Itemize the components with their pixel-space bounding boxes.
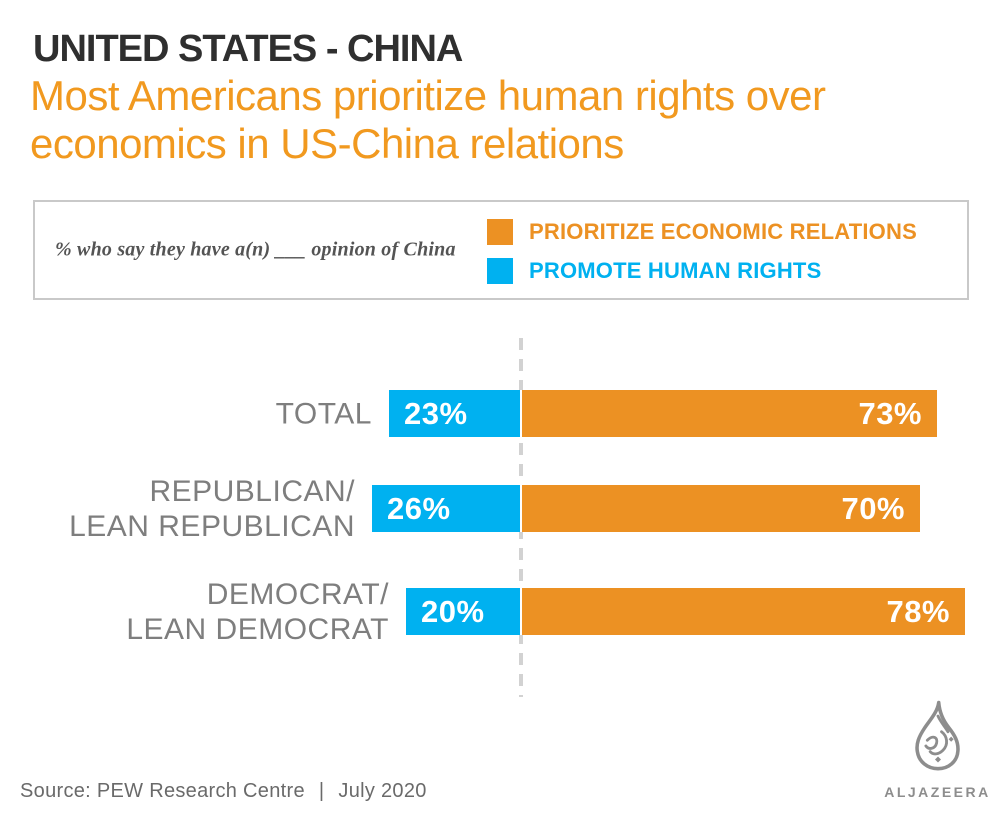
category-label: TOTAL (275, 397, 372, 430)
center-gap (518, 485, 524, 532)
center-gap (518, 390, 524, 437)
bar-human-rights: 26% (372, 485, 520, 532)
value-label-human-rights: 20% (421, 593, 485, 629)
value-label-human-rights: 23% (404, 395, 468, 431)
legend-item-human-rights: PROMOTE HUMAN RIGHTS (487, 258, 917, 284)
legend-items: PRIORITIZE ECONOMIC RELATIONS PROMOTE HU… (487, 219, 917, 284)
page-title: UNITED STATES - CHINA (33, 28, 463, 70)
aljazeera-flame-icon (906, 700, 970, 776)
chart-title: Most Americans prioritize human rights o… (30, 72, 826, 167)
bar-human-rights: 23% (389, 390, 520, 437)
source-text: Source: PEW Research Centre | July 2020 (20, 780, 427, 803)
legend-box: % who say they have a(n) ___ opinion of … (33, 200, 969, 300)
chart-row: DEMOCRAT/ LEAN DEMOCRAT 20% 78% (0, 578, 1000, 646)
value-label-human-rights: 26% (387, 490, 451, 526)
category-label: REPUBLICAN/ LEAN REPUBLICAN (69, 474, 355, 543)
legend-label-human-rights: PROMOTE HUMAN RIGHTS (529, 258, 822, 283)
bar-human-rights: 20% (406, 588, 520, 635)
chart-row: TOTAL 23% 73% (0, 390, 1000, 437)
aljazeera-logo: ALJAZEERA (880, 700, 995, 800)
legend-item-economic: PRIORITIZE ECONOMIC RELATIONS (487, 219, 917, 245)
category-label: DEMOCRAT/ LEAN DEMOCRAT (126, 577, 389, 646)
aljazeera-wordmark: ALJAZEERA (884, 784, 991, 800)
legend-question: % who say they have a(n) ___ opinion of … (55, 238, 456, 261)
source-date: July 2020 (338, 780, 427, 802)
legend-label-economic: PRIORITIZE ECONOMIC RELATIONS (529, 219, 917, 244)
value-label-economic: 73% (858, 395, 922, 431)
bar-economic-relations: 70% (522, 485, 920, 532)
value-label-economic: 78% (886, 593, 950, 629)
bar-economic-relations: 73% (522, 390, 937, 437)
bar-chart: TOTAL 23% 73% REPUBLICAN/ LEAN REPUBLICAN 26… (0, 338, 1000, 700)
center-gap (518, 588, 524, 635)
source-separator: | (318, 780, 325, 802)
legend-swatch-human-rights-icon (487, 258, 513, 284)
bar-economic-relations: 78% (522, 588, 965, 635)
value-label-economic: 70% (841, 490, 905, 526)
legend-swatch-economic-icon (487, 219, 513, 245)
source-label: Source: PEW Research Centre (20, 780, 305, 802)
chart-row: REPUBLICAN/ LEAN REPUBLICAN 26% 70% (0, 475, 1000, 543)
